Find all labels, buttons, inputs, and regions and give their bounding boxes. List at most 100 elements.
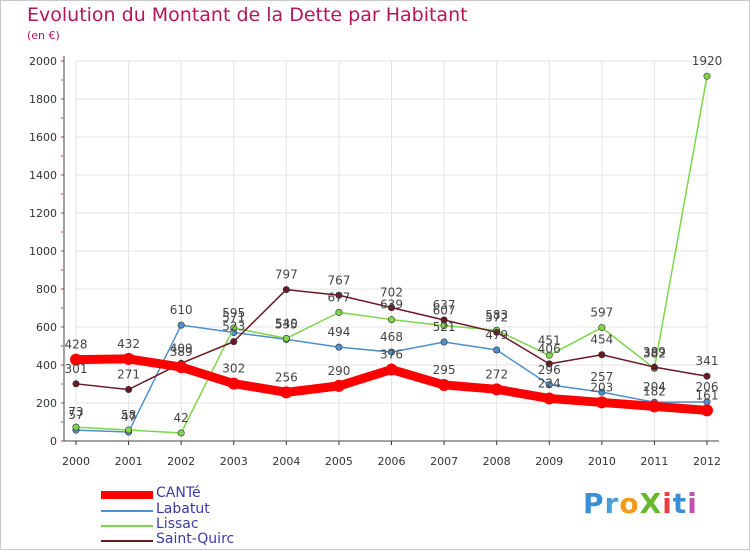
data-label-0: 389 [170,345,193,359]
data-point-3 [125,386,133,394]
data-point-1 [545,381,553,389]
data-label-1: 610 [170,303,193,317]
y-tick-label: 200 [36,397,57,410]
data-point-3 [387,304,395,312]
brand-letter: i [687,487,698,520]
data-label-2: 58 [121,408,136,422]
data-point-3 [703,372,711,380]
data-label-0: 295 [433,363,456,377]
data-label-1: 521 [433,320,456,334]
brand-letter: r [604,487,620,520]
data-label-2: 639 [380,298,403,312]
data-label-0: 428 [65,338,88,352]
data-label-1: 257 [590,370,613,384]
y-tick-label: 0 [50,435,57,448]
data-label-3: 523 [222,320,245,334]
series-group [70,72,713,437]
data-label-0: 432 [117,337,140,351]
data-point-0 [385,363,398,376]
brand-logo: ProXiti [583,487,698,520]
data-point-2 [177,429,185,437]
data-point-0 [175,361,188,374]
data-label-3: 406 [538,342,561,356]
y-tick-label: 1200 [29,207,57,220]
x-tick-label: 2006 [378,455,406,468]
data-point-3 [440,316,448,324]
data-label-2: 451 [538,333,561,347]
data-point-2 [335,308,343,316]
data-label-2: 583 [485,308,508,322]
data-point-2 [598,324,606,332]
data-label-1: 47 [121,410,136,424]
y-tick-label: 800 [36,283,57,296]
x-tick-label: 2007 [430,455,458,468]
data-label-1: 296 [538,363,561,377]
data-point-0 [543,392,556,405]
x-tick-label: 2009 [535,455,563,468]
x-tick-label: 2003 [220,455,248,468]
grid [75,60,708,442]
data-label-1: 494 [327,325,350,339]
data-label-0: 290 [327,364,350,378]
data-label-2: 540 [275,316,298,330]
data-label-0: 376 [380,348,403,362]
data-label-0: 161 [696,388,719,402]
legend-label-labatut: Labatut [156,501,210,517]
y-tick-label: 1800 [29,93,57,106]
data-label-3: 409 [170,341,193,355]
data-point-0 [490,383,503,396]
x-tick-label: 2004 [272,455,300,468]
data-point-0 [122,352,135,365]
legend-swatch-saint-quirc [101,540,153,542]
data-label-2: 595 [222,306,245,320]
data-label-3: 271 [117,368,140,382]
data-label-0: 182 [643,384,666,398]
data-label-1: 57 [68,408,83,422]
x-tick-label: 2008 [483,455,511,468]
data-label-3: 767 [327,273,350,287]
data-point-1 [335,343,343,351]
data-label-0: 224 [538,376,561,390]
y-tick-label: 1000 [29,245,57,258]
data-label-2: 597 [590,306,613,320]
x-tick-label: 2000 [62,455,90,468]
data-point-2 [125,426,133,434]
y-tick-label: 1600 [29,131,57,144]
legend-label-cante: CANTé [156,485,201,501]
data-label-0: 302 [222,362,245,376]
data-label-0: 203 [590,380,613,394]
x-tick-label: 2002 [167,455,195,468]
data-label-2: 42 [174,411,189,425]
data-point-0 [648,400,661,413]
data-label-2: 382 [643,346,666,360]
y-tick-label: 2000 [29,55,57,68]
data-point-1 [493,346,501,354]
data-label-3: 341 [696,354,719,368]
axes: 0 200 400 600 800 1000 1200 1400 1600 1800 2000 200… [29,55,721,468]
data-label-3: 389 [643,345,666,359]
data-point-0 [70,353,82,366]
data-label-1: 204 [643,380,666,394]
data-label-3: 702 [380,286,403,300]
data-point-3 [545,360,553,368]
data-point-0 [227,377,240,390]
data-point-3 [598,351,606,359]
data-label-2: 677 [327,290,350,304]
y-tick-label: 600 [36,321,57,334]
data-label-3: 637 [433,298,456,312]
legend-swatch-lissac [101,525,153,527]
data-label-2: 73 [68,405,83,419]
data-point-2 [72,423,80,431]
data-point-2 [545,351,553,359]
brand-letter: P [583,487,605,520]
data-point-3 [72,380,80,388]
legend-swatch-cante [101,491,153,499]
data-point-3 [650,363,658,371]
legend-swatch-labatut [101,510,153,512]
brand-letter: o [619,487,640,520]
data-label-1: 468 [380,330,403,344]
data-point-0 [332,379,345,392]
data-point-2 [282,334,290,342]
